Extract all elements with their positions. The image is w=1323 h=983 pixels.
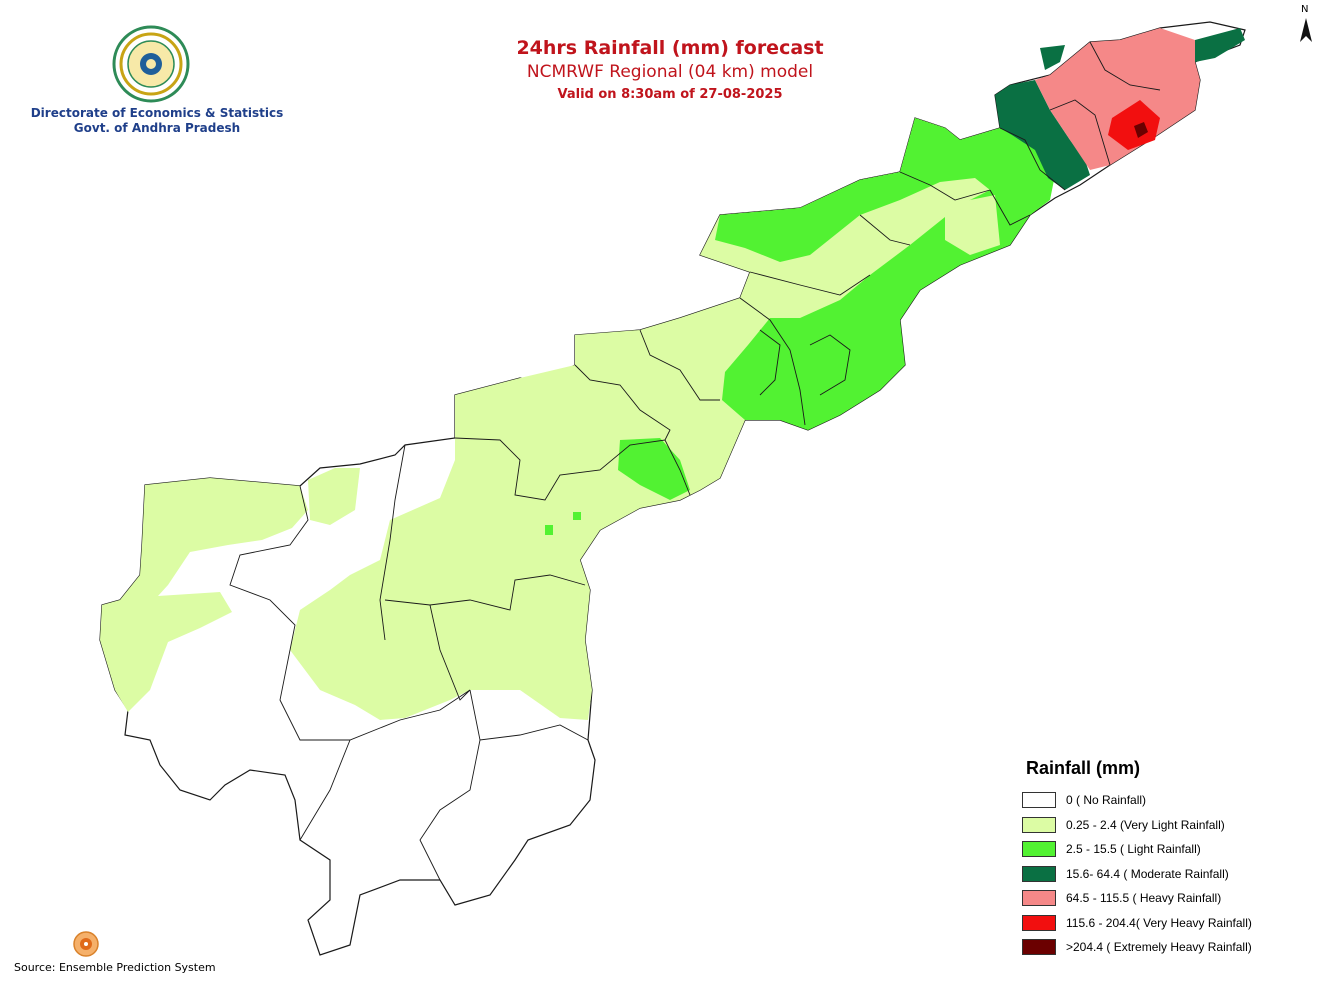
- legend-swatch: [1022, 865, 1056, 882]
- source-text: Source: Ensemble Prediction System: [14, 961, 216, 974]
- zone-moderate: [1040, 45, 1065, 70]
- legend: Rainfall (mm) 0 ( No Rainfall) 0.25 - 2.4…: [1022, 756, 1312, 960]
- organization-line-1: Directorate of Economics & Statistics: [30, 106, 284, 120]
- map-title: 24hrs Rainfall (mm) forecast NCMRWF Regi…: [420, 36, 920, 106]
- zone-light: [573, 512, 581, 520]
- title-line-1: 24hrs Rainfall (mm) forecast: [516, 37, 824, 59]
- legend-swatch: [1022, 939, 1056, 956]
- district-boundaries: [229, 41, 1161, 881]
- govt-emblem: [112, 25, 190, 103]
- zone-extremely-heavy: [1134, 122, 1148, 138]
- organization-name: Directorate of Economics & Statistics Go…: [22, 106, 292, 136]
- legend-item: >204.4 ( Extremely Heavy Rainfall): [1022, 935, 1312, 960]
- legend-item: 115.6 - 204.4( Very Heavy Rainfall): [1022, 911, 1312, 936]
- legend-label: 15.6- 64.4 ( Moderate Rainfall): [1066, 866, 1229, 881]
- legend-item: 15.6- 64.4 ( Moderate Rainfall): [1022, 862, 1312, 887]
- legend-item: 64.5 - 115.5 ( Heavy Rainfall): [1022, 886, 1312, 911]
- legend-item: 0.25 - 2.4 (Very Light Rainfall): [1022, 813, 1312, 838]
- zone-very-heavy: [1108, 100, 1160, 150]
- zone-moderate: [1195, 28, 1245, 62]
- legend-label: 2.5 - 15.5 ( Light Rainfall): [1066, 842, 1201, 857]
- source-logo: [73, 931, 99, 957]
- legend-swatch: [1022, 816, 1056, 833]
- zone-heavy: [1035, 28, 1200, 170]
- zone-moderate: [995, 80, 1090, 190]
- legend-label: 0 ( No Rainfall): [1066, 793, 1147, 808]
- legend-item: 2.5 - 15.5 ( Light Rainfall): [1022, 837, 1312, 862]
- legend-items: 0 ( No Rainfall) 0.25 - 2.4 (Very Light R…: [1022, 788, 1312, 960]
- zone-very-light: [290, 118, 1040, 720]
- legend-label: >204.4 ( Extremely Heavy Rainfall): [1066, 940, 1252, 955]
- zone-very-light: [308, 468, 360, 525]
- zone-very-light: [945, 195, 1000, 255]
- zone-light: [715, 118, 1055, 430]
- legend-label: 0.25 - 2.4 (Very Light Rainfall): [1066, 817, 1225, 832]
- legend-swatch: [1022, 914, 1056, 931]
- legend-title: Rainfall (mm): [1026, 758, 1141, 778]
- legend-swatch: [1022, 841, 1056, 858]
- legend-label: 115.6 - 204.4( Very Heavy Rainfall): [1066, 915, 1252, 930]
- legend-label: 64.5 - 115.5 ( Heavy Rainfall): [1066, 891, 1222, 906]
- legend-swatch: [1022, 792, 1056, 809]
- zone-very-light: [100, 478, 308, 712]
- north-label: N: [1301, 4, 1309, 15]
- organization-line-2: Govt. of Andhra Pradesh: [73, 121, 241, 135]
- title-line-2: NCMRWF Regional (04 km) model: [526, 62, 814, 82]
- zone-light: [545, 525, 553, 535]
- title-line-3: Valid on 8:30am of 27-08-2025: [557, 87, 783, 102]
- north-arrow-icon: [1300, 18, 1312, 42]
- legend-swatch: [1022, 890, 1056, 907]
- legend-item: 0 ( No Rainfall): [1022, 788, 1312, 813]
